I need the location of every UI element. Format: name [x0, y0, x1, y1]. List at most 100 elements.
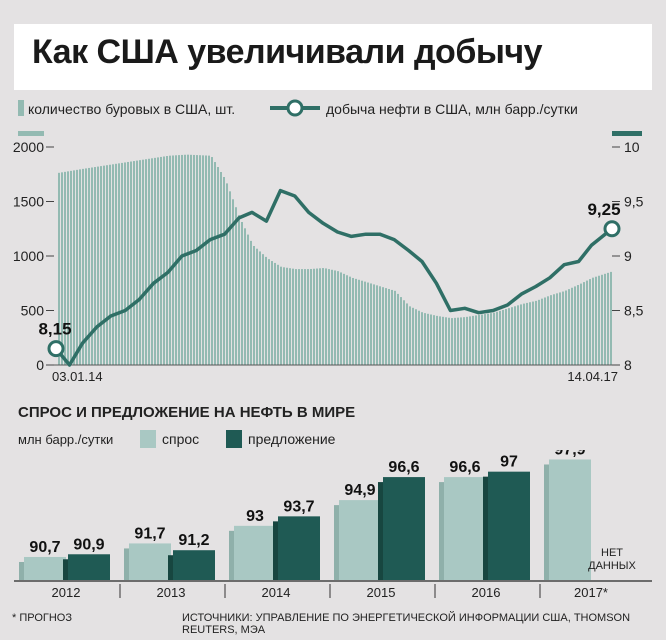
rig-count-bar: [262, 254, 264, 365]
rig-count-bar: [469, 316, 471, 365]
rig-count-bar: [409, 306, 411, 365]
bar-value-label: 91,2: [178, 532, 209, 549]
rig-count-bar: [352, 277, 354, 365]
rig-count-bar: [109, 164, 111, 365]
rig-count-bar: [589, 279, 591, 365]
rig-count-bar: [406, 303, 408, 365]
rig-count-bar: [391, 289, 393, 365]
rig-count-bar: [103, 165, 105, 365]
demand-bar: [24, 556, 66, 580]
category-label: 2015: [367, 585, 396, 600]
rig-count-bar: [523, 303, 525, 365]
supply-bar: [68, 554, 110, 580]
rig-count-bar: [61, 172, 63, 365]
rig-count-bar: [253, 245, 255, 365]
rig-count-bar: [286, 267, 288, 365]
sources-note: ИСТОЧНИКИ: УПРАВЛЕНИЕ ПО ЭНЕРГЕТИЧЕСКОЙ …: [182, 612, 631, 636]
rig-count-bar: [322, 268, 324, 365]
demand-bar: [339, 500, 381, 580]
rig-count-bar: [553, 294, 555, 365]
rig-count-bar: [199, 155, 201, 365]
rig-count-bar: [577, 285, 579, 365]
rig-count-bar: [547, 296, 549, 365]
category-label: 2012: [52, 585, 81, 600]
rig-count-bar: [490, 313, 492, 365]
rig-count-bar: [448, 317, 450, 365]
rig-count-bar: [124, 162, 126, 365]
rig-count-bar: [184, 154, 186, 365]
rig-count-bar: [418, 310, 420, 365]
no-data-label: ДАННЫХ: [588, 560, 636, 572]
rig-count-bar: [166, 156, 168, 365]
rig-count-bar: [268, 259, 270, 365]
rig-count-bar: [211, 157, 213, 365]
rig-count-bar: [223, 177, 225, 365]
rig-count-bar: [232, 199, 234, 365]
rig-count-bar: [499, 310, 501, 365]
rig-count-bar: [307, 269, 309, 365]
left-tick-label: 500: [21, 303, 45, 319]
rig-count-bar: [361, 280, 363, 365]
rig-count-bar: [610, 271, 612, 365]
rig-count-bar: [607, 272, 609, 365]
rig-count-bar: [304, 269, 306, 365]
rig-count-bar: [484, 314, 486, 365]
oil-production-line: [54, 188, 614, 367]
rig-count-bar: [565, 290, 567, 365]
rig-count-bar: [604, 273, 606, 365]
demand-legend-label: спрос: [162, 431, 200, 447]
category-label: 2014: [262, 585, 291, 600]
demand-bar: [234, 525, 276, 580]
rig-count-bar: [238, 215, 240, 365]
rig-count-bar: [556, 293, 558, 365]
rig-count-bar: [334, 270, 336, 365]
category-label: 2017*: [574, 585, 608, 600]
rig-count-bar: [571, 287, 573, 365]
rig-count-bar: [526, 302, 528, 365]
rig-count-bar: [301, 269, 303, 365]
bar-value-label: 96,6: [388, 459, 419, 476]
rig-count-bar: [340, 272, 342, 365]
rig-count-bar: [538, 299, 540, 365]
rig-count-bar: [157, 157, 159, 365]
rig-count-bar: [214, 162, 216, 365]
rig-count-bar: [256, 248, 258, 365]
bar-side: [124, 548, 129, 580]
rig-count-bar: [370, 283, 372, 365]
rig-count-bar: [148, 158, 150, 365]
rig-count-bar: [118, 163, 120, 365]
oil-legend-label: добыча нефти в США, млн барр./сутки: [326, 101, 578, 117]
rig-count-bar: [91, 167, 93, 365]
rig-count-bar: [412, 307, 414, 365]
bar-side: [483, 476, 488, 580]
rig-count-bar: [583, 282, 585, 365]
supply-legend-swatch: [226, 430, 242, 448]
rig-count-bar: [439, 316, 441, 365]
rig-count-bar: [88, 167, 90, 365]
rig-count-bar: [559, 292, 561, 365]
rig-count-bar: [355, 278, 357, 365]
rig-count-bar: [529, 302, 531, 365]
rig-count-bar: [598, 275, 600, 365]
oil-annotation-point: [47, 340, 65, 358]
rig-count-bar: [586, 280, 588, 365]
rig-count-bar: [121, 162, 123, 365]
rig-count-bar: [226, 183, 228, 365]
rig-count-bar: [220, 172, 222, 365]
rig-count-bar: [289, 268, 291, 365]
rig-count-bar: [592, 277, 594, 365]
rig-count-bar: [493, 312, 495, 365]
rig-count-bar: [208, 155, 210, 365]
rig-count-bar: [463, 317, 465, 365]
units-label: млн барр./сутки: [18, 432, 114, 447]
rig-count-bar: [601, 274, 603, 365]
rig-count-bar: [400, 297, 402, 365]
rig-count-bar: [64, 171, 66, 365]
rig-count-bar: [436, 315, 438, 365]
rig-count-bar: [505, 309, 507, 365]
bar-side: [229, 530, 234, 580]
rig-count-bar: [373, 284, 375, 365]
rig-count-bar: [193, 154, 195, 365]
rig-count-bar: [541, 298, 543, 365]
bar-value-label: 90,9: [73, 536, 104, 553]
